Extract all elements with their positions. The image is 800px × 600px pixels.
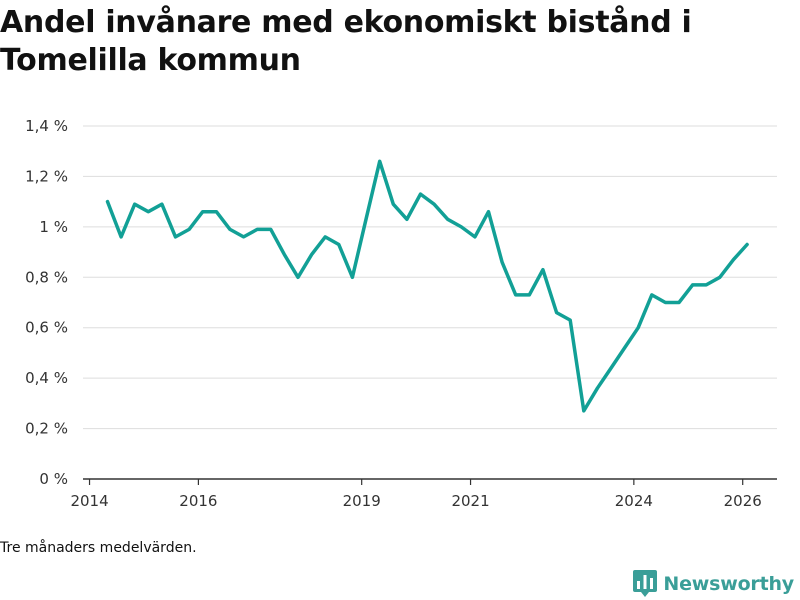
y-tick-label-3: 0,6 %: [25, 319, 68, 337]
x-axis: 2014 2016 2019 2021 2024 2026: [70, 478, 777, 510]
data-series: [105, 159, 749, 413]
x-tick-label-3: 2021: [451, 492, 489, 510]
x-tick-label-5: 2026: [724, 492, 762, 510]
y-axis-tick-labels: 0 % 0,2 % 0,4 % 0,6 % 0,8 % 1 % 1,2 % 1,4 %: [25, 117, 68, 488]
brand-logo: Newsworthy: [633, 570, 794, 598]
y-tick-label-7: 1,4 %: [25, 117, 68, 135]
x-tick-label-2: 2019: [343, 492, 381, 510]
chart-title: Andel invånare med ekonomiskt bistånd i …: [0, 5, 692, 78]
series-line-0: [105, 159, 749, 413]
y-tick-label-6: 1,2 %: [25, 167, 68, 185]
x-tick-label-0: 2014: [70, 492, 108, 510]
y-tick-label-0: 0 %: [39, 470, 68, 488]
brand-name: Newsworthy: [663, 573, 794, 595]
y-tick-label-2: 0,4 %: [25, 369, 68, 387]
y-tick-label-1: 0,2 %: [25, 420, 68, 438]
x-tick-label-1: 2016: [179, 492, 217, 510]
newsworthy-logo-icon: [633, 570, 658, 597]
gridlines: [83, 125, 777, 430]
y-tick-label-4: 0,8 %: [25, 268, 68, 286]
x-tick-label-4: 2024: [615, 492, 653, 510]
footnote: Tre månaders medelvärden.: [0, 540, 197, 556]
y-tick-label-5: 1 %: [39, 218, 68, 236]
